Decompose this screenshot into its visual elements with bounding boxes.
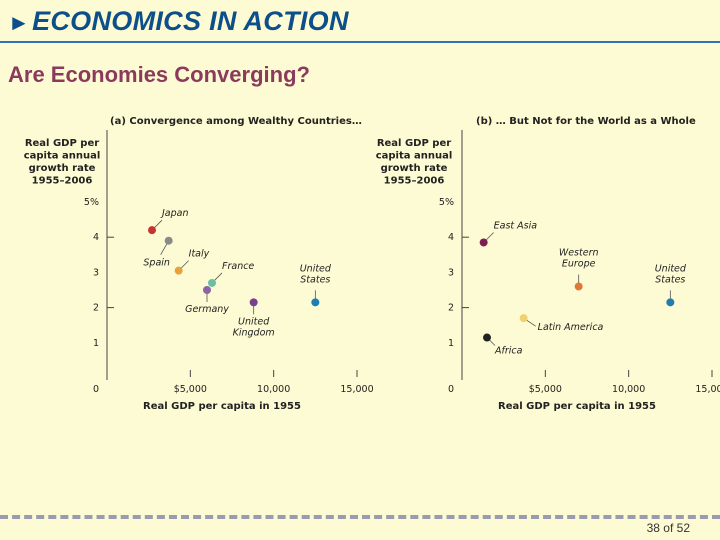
panel-a-xlabel: Real GDP per capita in 1955	[143, 401, 301, 412]
panel-a-point-label: United	[238, 316, 270, 327]
panel-a-point-label: United	[300, 263, 332, 274]
panel-b-x-zero-label: 0	[448, 384, 454, 395]
footer-rule	[0, 515, 720, 519]
slide-header: ►ECONOMICS IN ACTION	[8, 6, 349, 37]
panel-b-y-tick-label: 5%	[439, 197, 454, 208]
panel-a-point-label: Italy	[189, 249, 210, 260]
panel-a-y-tick-label: 5%	[84, 197, 99, 208]
panel-b-x-tick-label: 10,000	[612, 384, 645, 395]
panel-a-x-zero-label: 0	[93, 384, 99, 395]
panel-b-y-tick-label: 1	[448, 338, 454, 349]
panel-a-data-point	[164, 236, 173, 245]
panel-b-point-label: Africa	[494, 346, 523, 357]
panel-a-ylabel-line: capita annual	[24, 151, 101, 162]
header-title: ECONOMICS IN ACTION	[32, 6, 349, 36]
panel-b-ylabel-line: capita annual	[376, 151, 453, 162]
panel-b-point-label: States	[655, 274, 685, 285]
header-rule	[0, 41, 720, 43]
panel-a-ylabel-line: Real GDP per	[25, 138, 99, 149]
panel-b-x-tick-label: $5,000	[529, 384, 562, 395]
panel-a-point-label: Kingdom	[233, 327, 275, 338]
panel-b-title: (b) … But Not for the World as a Whole	[476, 116, 696, 127]
panel-b-x-tick-label: 15,000	[695, 384, 720, 395]
panel-b-point-label: United	[655, 263, 687, 274]
panel-a-x-tick-label: 10,000	[257, 384, 290, 395]
panel-b-data-point	[519, 314, 528, 323]
panel-b-ylabel-line: Real GDP per	[377, 138, 451, 149]
panel-a-point-label: Germany	[185, 304, 229, 315]
panel-b-data-point	[479, 238, 488, 247]
panel-a-x-tick-label: $5,000	[174, 384, 207, 395]
panel-b-data-point	[483, 333, 491, 342]
panel-b-point-label: Western	[559, 247, 599, 258]
panel-a-data-point	[203, 286, 211, 294]
header-arrow-icon: ►	[8, 10, 31, 35]
panel-b-point-label: Latin America	[538, 322, 604, 333]
panel-b-data-point	[574, 282, 583, 291]
panel-b-point-label: Europe	[562, 258, 596, 269]
panel-a-ylabel-line: 1955–2006	[32, 176, 93, 187]
panel-a-y-tick-label: 4	[93, 232, 99, 243]
panel-a-point-label: Spain	[143, 258, 170, 269]
panel-a-data-point	[249, 298, 258, 307]
panel-a-data-point	[148, 226, 156, 235]
panel-a-y-tick-label: 3	[93, 267, 99, 278]
panel-a-y-tick-label: 1	[93, 338, 99, 349]
panel-a-data-point	[311, 298, 320, 307]
panel-b-ylabel-line: growth rate	[381, 163, 448, 174]
panel-a-ylabel-line: growth rate	[29, 163, 96, 174]
panel-a-point-label: Japan	[160, 208, 189, 219]
panel-b-xlabel: Real GDP per capita in 1955	[498, 401, 656, 412]
panel-a-point-label: France	[222, 261, 254, 272]
slide-title: Are Economies Converging?	[8, 62, 310, 87]
panel-b-y-tick-label: 4	[448, 232, 454, 243]
panel-a-point-label: States	[300, 274, 330, 285]
panel-b-y-tick-label: 3	[448, 267, 454, 278]
panel-a-y-tick-label: 2	[93, 303, 99, 314]
panel-b-data-point	[666, 298, 675, 307]
panel-b-ylabel-line: 1955–2006	[384, 176, 445, 187]
panel-a-data-point	[174, 266, 183, 275]
panel-a-x-tick-label: 15,000	[340, 384, 373, 395]
panel-b-point-label: East Asia	[494, 220, 538, 231]
panel-a-title: (a) Convergence among Wealthy Countries…	[110, 116, 362, 127]
panel-a-data-point	[208, 278, 216, 287]
panel-b-y-tick-label: 2	[448, 303, 454, 314]
page-number: 38 of 52	[646, 521, 690, 535]
